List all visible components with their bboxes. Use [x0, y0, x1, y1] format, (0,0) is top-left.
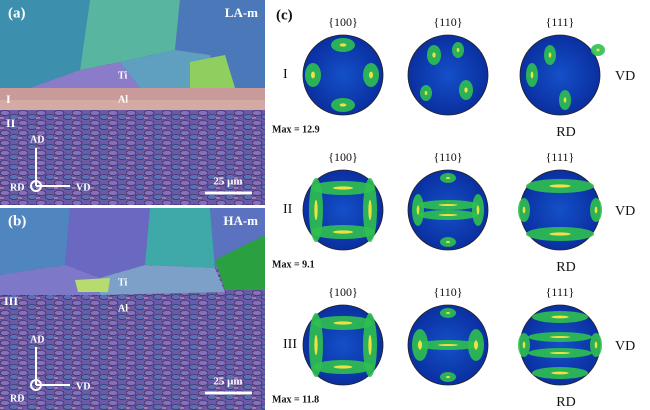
intensity-peak [563, 97, 567, 103]
intensity-peak [368, 335, 372, 355]
panel-label: (a) [8, 5, 26, 21]
plane-label: {110} [433, 15, 462, 29]
panel-b: (b) HA-m Ti Al III AD RD VD 25 μm [0, 208, 265, 410]
intensity-peak [551, 371, 569, 375]
intensity-peak [333, 365, 353, 369]
intensity-peak [314, 335, 318, 355]
plane-label: {111} [546, 15, 575, 29]
intensity-peak [432, 52, 436, 58]
axis-label: VD [76, 182, 90, 193]
intensity-peak [548, 52, 552, 58]
intensity-peak [522, 341, 526, 349]
sample-label: HA-m [223, 213, 258, 228]
intensity-peak [476, 205, 480, 215]
panel-label: (c) [276, 7, 293, 23]
plane-label: {110} [433, 285, 462, 299]
intensity-peak [551, 315, 569, 319]
intensity-peak [530, 71, 534, 79]
phase-label: Al [118, 94, 128, 105]
plane-label: {100} [328, 15, 358, 29]
intensity-peak [456, 48, 460, 52]
axis-label: VD [615, 339, 635, 354]
intensity-peak [474, 340, 478, 350]
intensity-peak [314, 200, 318, 220]
plane-label: {100} [328, 150, 358, 164]
intensity-peak [522, 206, 526, 214]
row-label: I [283, 67, 288, 82]
axis-label: RD [556, 395, 575, 410]
axis-label: AD [30, 334, 44, 345]
panel-a: (a) LA-m Ti Al I II AD RD VD 25 μm [0, 0, 265, 205]
intensity-peak [424, 91, 428, 95]
max-label: Max = 9.1 [272, 259, 315, 270]
pole-figure [407, 34, 489, 116]
intensity-peak [368, 200, 372, 220]
axis-label: VD [76, 381, 90, 392]
plane-label: {110} [433, 150, 462, 164]
row-label: III [283, 337, 297, 352]
intensity-peak [446, 312, 450, 314]
intensity-peak [418, 340, 422, 350]
intensity-peak [416, 205, 420, 215]
intensity-peak [333, 186, 353, 190]
intensity-peak [438, 214, 458, 216]
axis-label: RD [556, 125, 575, 140]
intensity-peak [549, 232, 571, 236]
intensity-peak [594, 341, 598, 349]
plane-label: {111} [546, 285, 575, 299]
intensity-peak [596, 48, 600, 52]
layer-label: III [4, 294, 18, 308]
plane-label: {100} [328, 285, 358, 299]
layer-label: II [6, 116, 16, 130]
intensity-peak [550, 336, 570, 338]
intensity-peak [549, 184, 571, 188]
max-label: Max = 11.8 [272, 394, 319, 405]
axis-origin [30, 180, 42, 192]
layer-label: I [6, 92, 11, 106]
phase-label: Ti [118, 277, 127, 288]
intensity-peak [550, 352, 570, 354]
intensity-peak [446, 241, 450, 243]
row-label: II [283, 202, 293, 217]
intensity-peak [369, 71, 373, 79]
plane-label: {111} [546, 150, 575, 164]
phase-label: Ti [118, 70, 127, 81]
axis-label: RD [10, 393, 24, 404]
axis-origin [30, 379, 42, 391]
pole-figure [302, 34, 384, 116]
panel-label: (b) [8, 213, 26, 229]
panel-c: (c) {100} {110} {111} I Max = 12.9 VD RD {100} {… [272, 7, 635, 410]
intensity-peak [339, 103, 347, 107]
intensity-peak [339, 43, 347, 47]
axis-label: RD [10, 182, 24, 193]
axis-label: VD [615, 69, 635, 84]
phase-label: Al [118, 303, 128, 314]
axis-label: RD [556, 260, 575, 275]
intensity-peak [446, 177, 450, 179]
intensity-peak [333, 321, 353, 325]
intensity-peak [594, 206, 598, 214]
intensity-peak [464, 87, 468, 93]
scale-bar-label: 25 μm [213, 376, 242, 388]
sample-label: LA-m [225, 5, 258, 20]
intensity-peak [311, 71, 315, 79]
axis-label: AD [30, 134, 44, 145]
max-label: Max = 12.9 [272, 124, 320, 135]
scale-bar-label: 25 μm [213, 176, 242, 188]
intensity-peak [438, 344, 458, 346]
intensity-peak [438, 204, 458, 206]
axis-label: VD [615, 204, 635, 219]
intensity-peak [333, 230, 353, 234]
intensity-peak [446, 376, 450, 378]
pole-figure [519, 34, 601, 116]
